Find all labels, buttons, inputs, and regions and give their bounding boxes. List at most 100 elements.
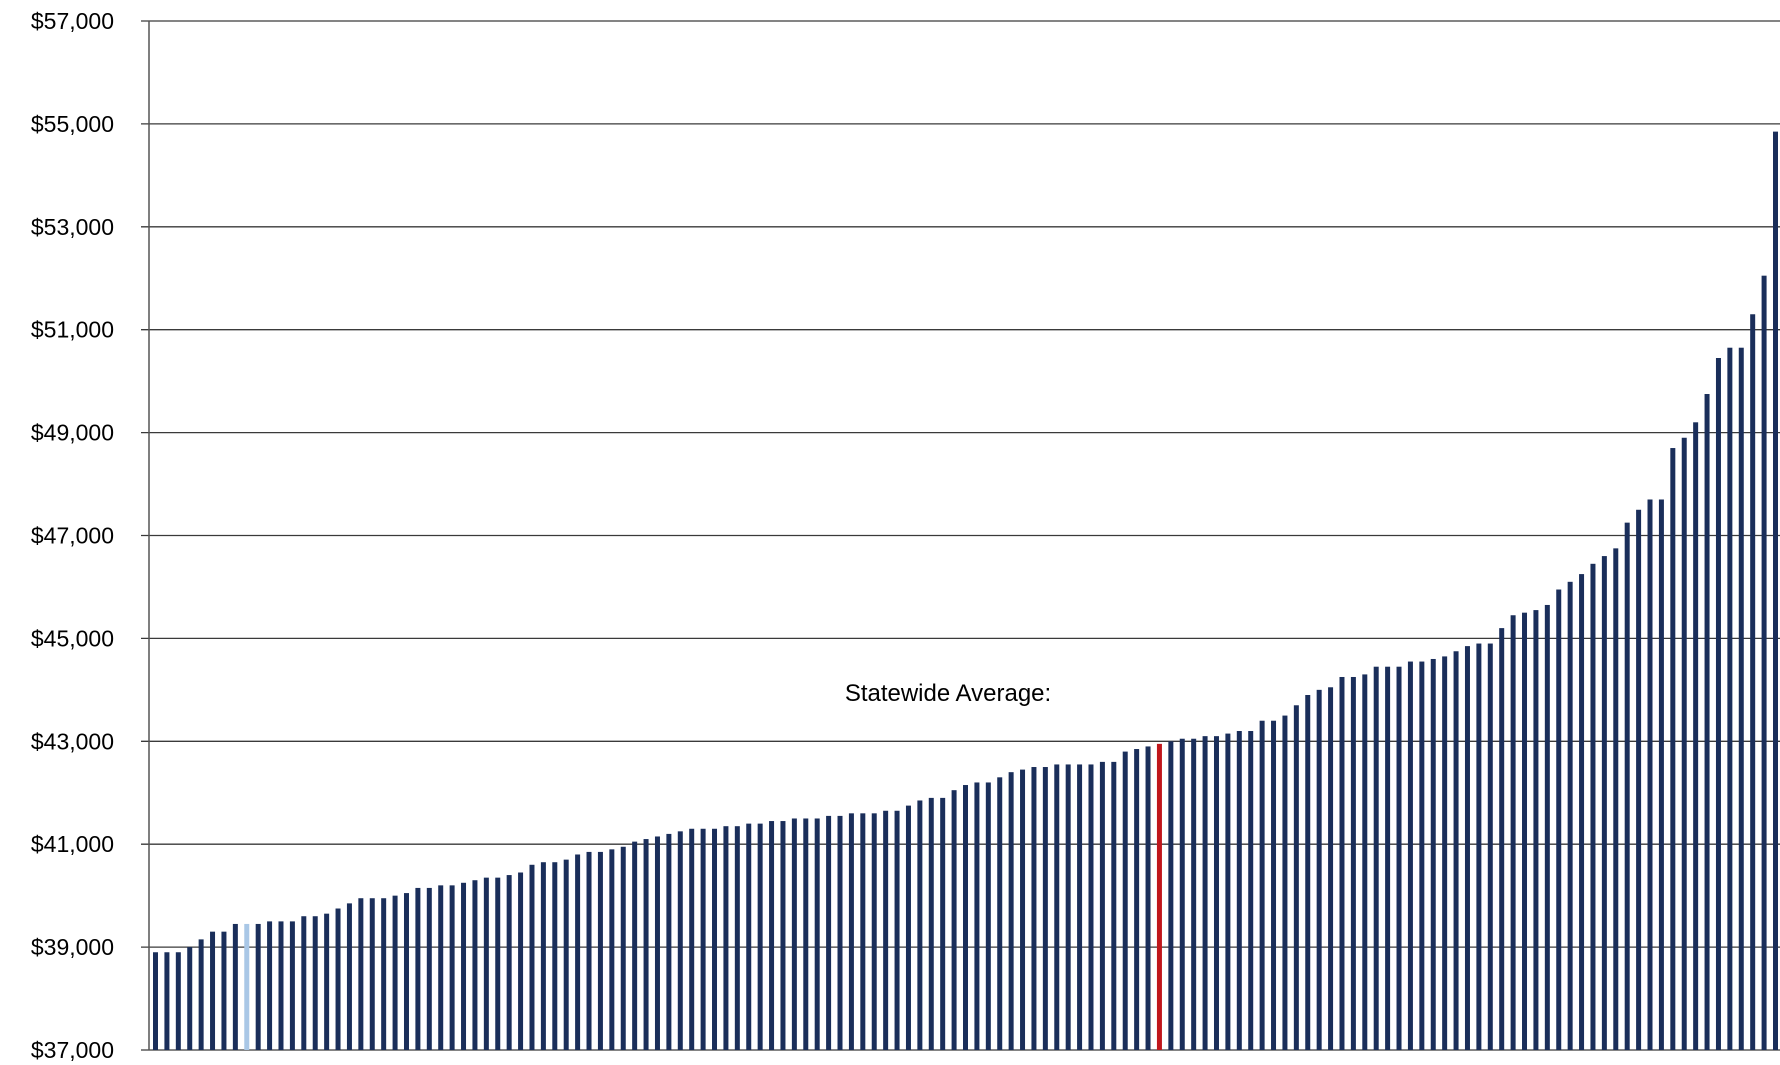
bar — [324, 913, 330, 1050]
y-tick-label: $53,000 — [31, 214, 114, 240]
bar — [1773, 131, 1778, 1050]
bar — [1020, 769, 1026, 1050]
bar — [609, 849, 615, 1050]
bar — [1636, 509, 1642, 1050]
bar — [803, 818, 809, 1050]
bar — [985, 782, 991, 1050]
bar — [563, 859, 569, 1050]
bar — [871, 813, 877, 1050]
bar — [1225, 733, 1231, 1050]
bar — [1191, 738, 1197, 1050]
bar — [358, 898, 364, 1050]
bar — [1077, 764, 1083, 1050]
bar — [791, 818, 797, 1050]
y-tick-label: $45,000 — [31, 625, 114, 651]
bar — [1202, 736, 1208, 1050]
bar — [1613, 548, 1619, 1050]
bar — [940, 797, 946, 1050]
bar — [1054, 764, 1060, 1050]
bar — [928, 797, 934, 1050]
bar — [1579, 574, 1585, 1050]
bar — [666, 833, 672, 1050]
bar — [1453, 651, 1459, 1050]
bar — [689, 828, 695, 1050]
y-tick-label: $49,000 — [31, 420, 114, 446]
y-tick-label: $39,000 — [31, 934, 114, 960]
bar-highlighted — [244, 923, 250, 1050]
bar — [586, 851, 592, 1050]
bar — [1499, 628, 1505, 1050]
bar — [757, 823, 763, 1050]
bar — [1396, 666, 1402, 1050]
bar — [369, 898, 375, 1050]
bar — [1658, 499, 1664, 1050]
bar — [1259, 720, 1265, 1050]
bar — [1464, 646, 1470, 1050]
bar — [597, 851, 603, 1050]
bar — [210, 931, 216, 1050]
bar — [1624, 522, 1630, 1050]
bar — [1647, 499, 1653, 1050]
bar — [883, 810, 889, 1050]
bar — [1681, 437, 1687, 1050]
bar — [1111, 761, 1117, 1050]
bar — [951, 790, 957, 1050]
bar — [529, 864, 535, 1050]
bar — [381, 898, 387, 1050]
bar — [1373, 666, 1379, 1050]
bar — [198, 939, 204, 1050]
bar — [837, 815, 843, 1050]
bar — [289, 921, 295, 1051]
bar — [483, 877, 489, 1050]
bar — [438, 885, 444, 1050]
y-tick-label: $57,000 — [31, 8, 114, 34]
bar — [734, 826, 740, 1050]
bar — [1727, 347, 1733, 1051]
bar — [426, 887, 432, 1050]
bar — [575, 854, 581, 1050]
bar — [164, 952, 170, 1050]
bar — [472, 880, 478, 1050]
bar — [552, 862, 558, 1050]
bar — [415, 887, 421, 1050]
bar — [1738, 347, 1744, 1051]
bar — [312, 916, 318, 1050]
bar — [1168, 741, 1174, 1050]
bar — [1088, 764, 1094, 1050]
bar — [1008, 772, 1014, 1050]
bar — [1099, 761, 1105, 1050]
bar — [1248, 731, 1254, 1050]
bar — [700, 828, 706, 1050]
bar — [632, 841, 638, 1050]
bar — [1213, 736, 1219, 1050]
bar — [1704, 394, 1710, 1050]
bar — [221, 931, 227, 1050]
bar — [335, 908, 341, 1050]
bar — [301, 916, 307, 1050]
bar — [1362, 674, 1368, 1050]
bar — [1134, 749, 1140, 1050]
bar — [1761, 275, 1767, 1050]
bar — [175, 952, 181, 1050]
bar — [1328, 687, 1334, 1050]
bar — [1236, 731, 1242, 1050]
bars — [153, 131, 1778, 1051]
statewide-average-annotation: Statewide Average: — [845, 680, 1051, 707]
bar — [1065, 764, 1071, 1050]
bar — [1544, 604, 1550, 1050]
bar — [769, 821, 775, 1050]
y-tick-label: $37,000 — [31, 1037, 114, 1063]
bar — [1430, 658, 1436, 1050]
bar — [518, 872, 524, 1050]
bar — [1693, 422, 1699, 1050]
bar — [814, 818, 820, 1050]
bar — [780, 821, 786, 1050]
bar — [905, 805, 911, 1050]
bar — [540, 862, 546, 1050]
bar — [267, 921, 273, 1051]
bar — [1305, 695, 1311, 1050]
y-tick-label: $47,000 — [31, 523, 114, 549]
bar — [997, 777, 1003, 1050]
bar — [723, 826, 729, 1050]
bar — [187, 947, 193, 1050]
